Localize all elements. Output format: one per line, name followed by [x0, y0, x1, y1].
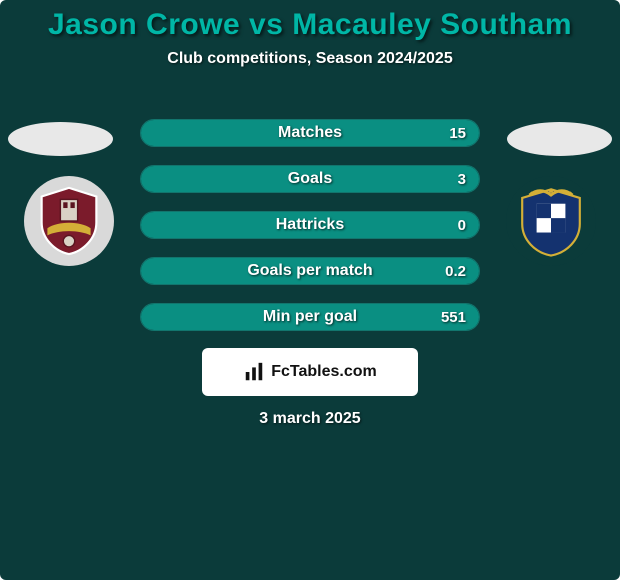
crest-right-icon — [515, 185, 587, 257]
stockport-crest — [506, 176, 596, 266]
stat-row: Min per goal 551 — [140, 294, 480, 340]
subtitle: Club competitions, Season 2024/2025 — [0, 50, 620, 68]
stat-row: Matches 15 — [140, 110, 480, 156]
player-left-photo-placeholder — [8, 122, 113, 156]
attribution-link[interactable]: FcTables.com — [202, 348, 418, 396]
stat-bar-fill — [141, 166, 479, 192]
bar-chart-icon — [243, 361, 265, 383]
stat-bar — [140, 303, 480, 331]
player-right-photo-placeholder — [507, 122, 612, 156]
stat-bar-fill — [141, 120, 479, 146]
stat-bar — [140, 257, 480, 285]
stat-bar-fill — [141, 212, 479, 238]
stat-bar — [140, 119, 480, 147]
northampton-crest — [24, 176, 114, 266]
stat-row: Hattricks 0 — [140, 202, 480, 248]
stat-bar-fill — [141, 258, 479, 284]
crest-left-icon — [33, 185, 105, 257]
comparison-card: Jason Crowe vs Macauley Southam Club com… — [0, 0, 620, 580]
page-title: Jason Crowe vs Macauley Southam — [0, 8, 620, 42]
date-text: 3 march 2025 — [0, 410, 620, 428]
attribution-text: FcTables.com — [271, 363, 377, 381]
stat-row: Goals per match 0.2 — [140, 248, 480, 294]
stat-bar — [140, 211, 480, 239]
stats-area: Matches 15 Goals 3 Hattricks 0 Goals per… — [140, 110, 480, 340]
stat-bar — [140, 165, 480, 193]
stat-row: Goals 3 — [140, 156, 480, 202]
stat-bar-fill — [141, 304, 479, 330]
